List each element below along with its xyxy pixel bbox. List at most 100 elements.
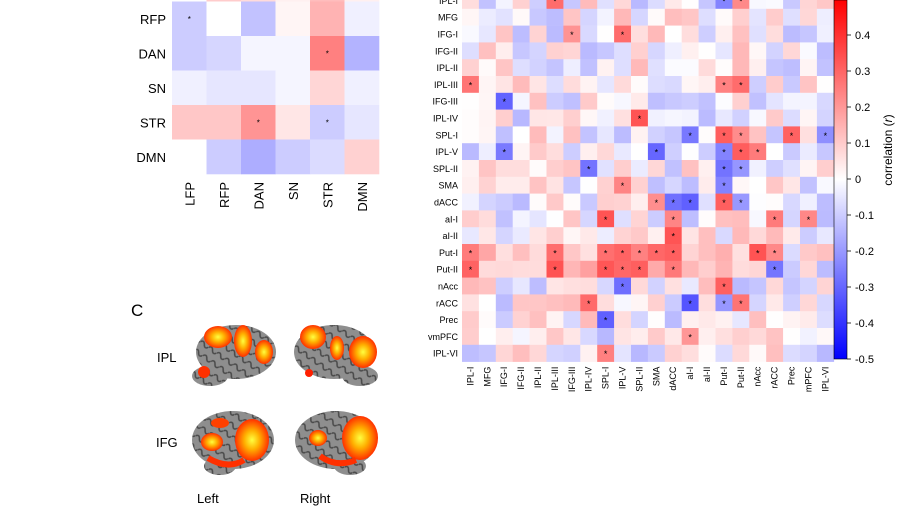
node-heatmap-cell — [563, 109, 581, 127]
node-heatmap-cell — [631, 0, 649, 10]
node-heatmap-cell — [766, 328, 784, 346]
node-heatmap-cell — [766, 294, 784, 312]
node-heatmap-cell — [647, 8, 666, 26]
node-heatmap-cell — [563, 59, 581, 77]
network-heatmap-cell — [275, 36, 311, 71]
node-heatmap-cell — [478, 294, 497, 312]
node-heatmap-cell — [766, 260, 784, 278]
node-heatmap-cell — [732, 8, 750, 26]
node-heatmap-cell — [580, 210, 598, 228]
node-heatmap-cell — [529, 244, 547, 262]
node-heatmap-cell — [580, 25, 598, 43]
significance-star: * — [790, 131, 794, 141]
node-heatmap-cell — [732, 311, 750, 329]
node-heatmap-cell — [664, 176, 682, 194]
significance-star: * — [824, 131, 828, 141]
node-heatmap-cell — [478, 0, 497, 10]
node-col-label: IFG-III — [567, 367, 577, 393]
node-heatmap-cell — [783, 344, 801, 362]
node-heatmap-cell — [614, 227, 632, 245]
node-heatmap-cell — [614, 210, 632, 228]
node-heatmap-cell — [563, 210, 581, 228]
node-heatmap-cell — [715, 328, 733, 346]
node-heatmap-cell — [529, 277, 547, 295]
node-heatmap-cell — [563, 244, 581, 262]
node-heatmap-cell — [732, 160, 750, 178]
node-row-label: SPL-I — [435, 130, 458, 140]
node-heatmap-cell — [529, 193, 547, 211]
node-heatmap-cell — [495, 126, 513, 144]
network-heatmap-cell — [344, 36, 380, 71]
network-col-label: DAN — [251, 182, 266, 209]
node-heatmap-cell — [816, 126, 835, 144]
significance-star: * — [756, 148, 760, 158]
node-heatmap-cell — [732, 227, 750, 245]
node-row-label: aI-II — [442, 231, 458, 241]
node-heatmap-cell — [715, 8, 733, 26]
node-heatmap-cell — [529, 0, 547, 10]
node-heatmap-cell — [563, 0, 581, 10]
colorbar-tick-label: -0.2 — [855, 246, 874, 258]
node-heatmap-cell — [800, 328, 818, 346]
node-heatmap-cell — [529, 294, 547, 312]
node-heatmap-cell — [749, 143, 767, 161]
brain-ipl-left — [192, 325, 276, 386]
node-heatmap-cell — [614, 92, 632, 110]
node-heatmap-cell — [749, 0, 767, 10]
node-heatmap-cell — [698, 210, 716, 228]
node-heatmap-cell — [614, 42, 632, 60]
node-heatmap-cell — [698, 160, 716, 178]
node-heatmap-cell — [597, 344, 615, 362]
colorbar-tick-label: 0.3 — [855, 66, 870, 78]
significance-star: * — [638, 265, 642, 275]
node-row-label: IPL-I — [439, 0, 458, 6]
node-heatmap-cell — [664, 294, 682, 312]
node-heatmap-cell — [681, 76, 699, 94]
node-heatmap-cell — [563, 227, 581, 245]
node-heatmap-cell — [766, 109, 784, 127]
node-heatmap-cell — [614, 328, 632, 346]
node-heatmap-cell — [766, 126, 784, 144]
node-heatmap-cell — [478, 126, 497, 144]
node-heatmap-cell — [800, 109, 818, 127]
node-heatmap-cell — [546, 109, 564, 127]
node-heatmap-cell — [681, 25, 699, 43]
node-heatmap-cell — [512, 109, 530, 127]
node-heatmap-cell — [715, 176, 733, 194]
node-heatmap-cell — [816, 244, 835, 262]
node-heatmap-cell — [715, 76, 733, 94]
significance-star: * — [638, 114, 642, 124]
node-heatmap-cell — [495, 25, 513, 43]
node-heatmap-cell — [546, 277, 564, 295]
node-heatmap-cell — [681, 109, 699, 127]
colorbar-gradient — [833, 0, 848, 360]
significance-star: * — [739, 131, 743, 141]
node-heatmap-cell — [715, 0, 733, 10]
node-heatmap-cell — [816, 227, 835, 245]
node-heatmap-cell — [495, 59, 513, 77]
node-heatmap-cell — [766, 244, 784, 262]
node-heatmap-cell — [783, 227, 801, 245]
significance-star: * — [553, 265, 557, 275]
node-heatmap-cell — [529, 109, 547, 127]
node-heatmap-cell — [478, 160, 497, 178]
node-heatmap-cell — [749, 260, 767, 278]
node-heatmap-cell — [647, 42, 666, 60]
node-heatmap-cell — [783, 210, 801, 228]
node-heatmap-cell — [512, 193, 530, 211]
significance-star: * — [722, 131, 726, 141]
node-heatmap-cell — [512, 42, 530, 60]
node-heatmap-cell — [462, 227, 480, 245]
node-heatmap-cell — [495, 193, 513, 211]
node-heatmap-cell — [816, 8, 835, 26]
node-heatmap-cell — [512, 0, 530, 10]
network-row-label: RFP — [140, 12, 166, 27]
node-col-label: SPL-I — [601, 367, 611, 390]
node-heatmap-cell — [766, 59, 784, 77]
node-heatmap-cell — [766, 160, 784, 178]
node-heatmap-cell — [580, 42, 598, 60]
node-heatmap-cell — [816, 344, 835, 362]
node-col-label: Put-I — [719, 367, 729, 386]
node-heatmap-cell — [698, 109, 716, 127]
node-heatmap-cell — [816, 210, 835, 228]
